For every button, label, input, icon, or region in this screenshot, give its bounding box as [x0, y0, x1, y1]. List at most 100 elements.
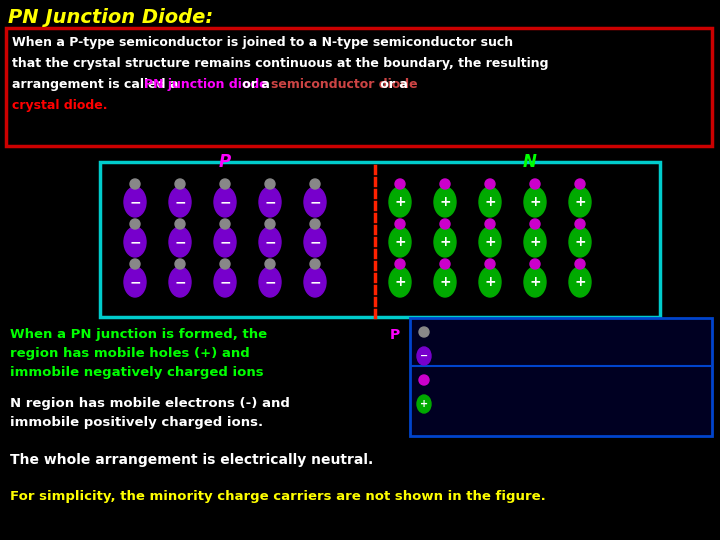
Circle shape — [485, 259, 495, 269]
Text: region has mobile holes (+) and: region has mobile holes (+) and — [10, 347, 250, 360]
Ellipse shape — [434, 267, 456, 297]
Ellipse shape — [389, 267, 411, 297]
Text: arrangement is called a: arrangement is called a — [12, 78, 183, 91]
Text: Immobile Negative Impurity Ion: Immobile Negative Impurity Ion — [436, 350, 646, 363]
Ellipse shape — [417, 347, 431, 365]
Circle shape — [485, 179, 495, 189]
Ellipse shape — [169, 227, 191, 257]
Text: +: + — [529, 275, 541, 289]
Ellipse shape — [479, 267, 501, 297]
Text: −: − — [420, 351, 428, 361]
Ellipse shape — [214, 267, 236, 297]
Text: The whole arrangement is electrically neutral.: The whole arrangement is electrically ne… — [10, 453, 373, 467]
Text: +: + — [439, 235, 451, 249]
Text: Immobile Positive Impurity Ion: Immobile Positive Impurity Ion — [436, 398, 639, 411]
Text: or a: or a — [377, 78, 408, 91]
Circle shape — [440, 259, 450, 269]
Ellipse shape — [569, 187, 591, 217]
Circle shape — [130, 219, 140, 229]
Text: crystal diode.: crystal diode. — [12, 99, 107, 112]
Text: −: − — [129, 275, 141, 289]
Text: −: − — [309, 275, 321, 289]
Circle shape — [530, 219, 540, 229]
Text: −: − — [129, 235, 141, 249]
Text: When a PN junction is formed, the: When a PN junction is formed, the — [10, 328, 267, 341]
Text: P: P — [390, 328, 400, 342]
Ellipse shape — [124, 227, 146, 257]
Text: −: − — [174, 235, 186, 249]
Text: PN Junction Diode:: PN Junction Diode: — [8, 8, 213, 27]
Ellipse shape — [524, 187, 546, 217]
Text: or a: or a — [238, 78, 274, 91]
Circle shape — [575, 219, 585, 229]
Text: immobile negatively charged ions: immobile negatively charged ions — [10, 366, 264, 379]
Ellipse shape — [304, 227, 326, 257]
Ellipse shape — [259, 187, 281, 217]
Text: P: P — [219, 153, 231, 171]
Text: −: − — [129, 195, 141, 209]
Circle shape — [440, 219, 450, 229]
Ellipse shape — [524, 267, 546, 297]
Text: N region has mobile electrons (-) and: N region has mobile electrons (-) and — [10, 397, 290, 410]
Circle shape — [485, 219, 495, 229]
Text: that the crystal structure remains continuous at the boundary, the resulting: that the crystal structure remains conti… — [12, 57, 549, 70]
Text: +: + — [394, 195, 406, 209]
Circle shape — [175, 219, 185, 229]
Circle shape — [440, 179, 450, 189]
Circle shape — [419, 375, 429, 385]
Text: N: N — [523, 153, 537, 171]
Text: Mobile Hole (Majority Carrier): Mobile Hole (Majority Carrier) — [436, 326, 634, 339]
Ellipse shape — [124, 187, 146, 217]
Text: Mobile Electron (Majority Carrier): Mobile Electron (Majority Carrier) — [436, 374, 660, 387]
Ellipse shape — [259, 267, 281, 297]
Circle shape — [575, 179, 585, 189]
Ellipse shape — [417, 395, 431, 413]
Circle shape — [175, 259, 185, 269]
Text: −: − — [264, 195, 276, 209]
Text: −: − — [174, 195, 186, 209]
Text: −: − — [309, 195, 321, 209]
Ellipse shape — [389, 187, 411, 217]
Ellipse shape — [569, 267, 591, 297]
Text: −: − — [219, 195, 231, 209]
Text: +: + — [439, 195, 451, 209]
Ellipse shape — [434, 227, 456, 257]
Ellipse shape — [479, 227, 501, 257]
Text: +: + — [394, 275, 406, 289]
Circle shape — [220, 179, 230, 189]
Circle shape — [265, 259, 275, 269]
Text: +: + — [484, 235, 496, 249]
Circle shape — [310, 259, 320, 269]
Text: +: + — [574, 275, 586, 289]
Text: semiconductor diode: semiconductor diode — [271, 78, 418, 91]
Circle shape — [130, 259, 140, 269]
Text: −: − — [219, 275, 231, 289]
Ellipse shape — [214, 187, 236, 217]
Ellipse shape — [169, 187, 191, 217]
Ellipse shape — [389, 227, 411, 257]
Text: −: − — [174, 275, 186, 289]
FancyBboxPatch shape — [410, 318, 712, 436]
Text: +: + — [394, 235, 406, 249]
Text: +: + — [420, 399, 428, 409]
Text: +: + — [574, 195, 586, 209]
Text: +: + — [484, 195, 496, 209]
Text: For simplicity, the minority charge carriers are not shown in the figure.: For simplicity, the minority charge carr… — [10, 490, 546, 503]
Text: +: + — [529, 195, 541, 209]
Text: +: + — [484, 275, 496, 289]
Circle shape — [265, 219, 275, 229]
Text: −: − — [309, 235, 321, 249]
Text: +: + — [574, 235, 586, 249]
Ellipse shape — [569, 227, 591, 257]
Circle shape — [395, 259, 405, 269]
Ellipse shape — [304, 267, 326, 297]
Text: +: + — [439, 275, 451, 289]
Ellipse shape — [169, 267, 191, 297]
Circle shape — [395, 179, 405, 189]
Circle shape — [220, 219, 230, 229]
Text: immobile positively charged ions.: immobile positively charged ions. — [10, 416, 263, 429]
Circle shape — [530, 259, 540, 269]
Circle shape — [310, 219, 320, 229]
Text: When a P-type semiconductor is joined to a N-type semiconductor such: When a P-type semiconductor is joined to… — [12, 36, 513, 49]
Text: −: − — [264, 235, 276, 249]
